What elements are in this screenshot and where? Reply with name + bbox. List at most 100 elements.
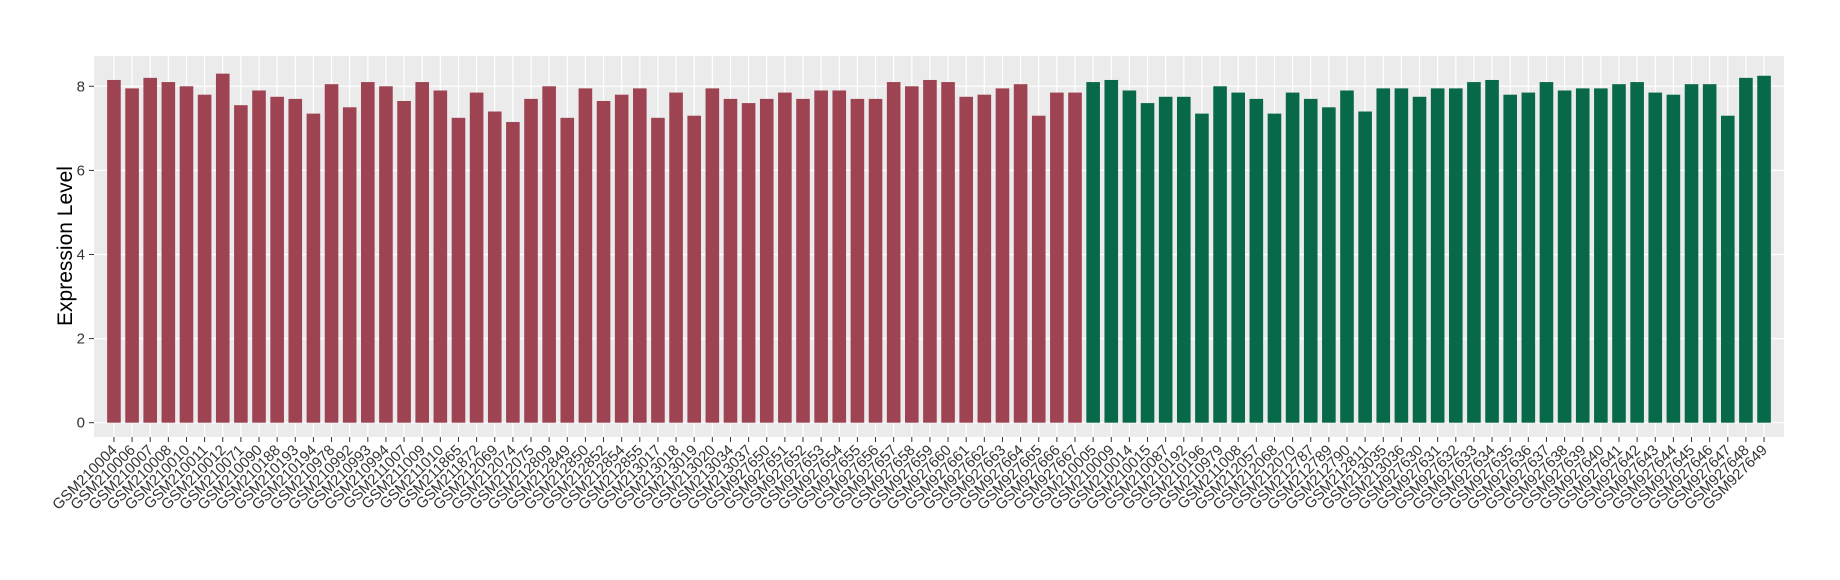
bar bbox=[633, 88, 647, 423]
bar bbox=[1195, 113, 1209, 423]
bar bbox=[1739, 77, 1753, 423]
bar bbox=[125, 88, 139, 423]
bar bbox=[1322, 107, 1336, 423]
bar bbox=[941, 82, 955, 423]
bar bbox=[1376, 88, 1391, 423]
bar bbox=[397, 100, 411, 423]
bar bbox=[1031, 115, 1046, 423]
bar bbox=[179, 86, 194, 423]
bar bbox=[1068, 92, 1082, 423]
bar bbox=[1757, 75, 1771, 423]
bar bbox=[1557, 90, 1572, 423]
bar bbox=[1050, 92, 1064, 423]
bar bbox=[270, 96, 284, 423]
bar bbox=[868, 98, 883, 423]
bar bbox=[107, 79, 121, 423]
bar bbox=[433, 90, 448, 423]
bar bbox=[197, 94, 212, 423]
bar bbox=[741, 103, 756, 423]
bar bbox=[161, 82, 176, 423]
bar bbox=[814, 90, 828, 423]
bar bbox=[850, 98, 865, 423]
bar bbox=[215, 73, 230, 423]
y-axis-title: Expression Level bbox=[54, 166, 77, 326]
bar bbox=[1285, 92, 1300, 423]
bar bbox=[1467, 82, 1481, 423]
bar bbox=[143, 77, 158, 423]
bar bbox=[723, 98, 738, 423]
bar bbox=[778, 92, 792, 423]
bar bbox=[1394, 88, 1409, 423]
bar bbox=[1630, 82, 1644, 423]
bar bbox=[506, 122, 520, 423]
bar bbox=[1213, 86, 1227, 423]
bar bbox=[1267, 113, 1282, 423]
bar bbox=[560, 117, 575, 423]
bar bbox=[1013, 84, 1028, 423]
bar bbox=[1249, 98, 1264, 423]
bar bbox=[995, 88, 1010, 423]
bar bbox=[342, 107, 357, 423]
bar bbox=[1594, 88, 1608, 423]
y-tick-label: 0 bbox=[77, 415, 85, 432]
bar bbox=[1575, 88, 1590, 423]
bar bbox=[542, 86, 556, 423]
bar bbox=[361, 82, 375, 423]
bar bbox=[1702, 84, 1717, 423]
bar bbox=[1521, 92, 1536, 423]
bar bbox=[1122, 90, 1137, 423]
bar bbox=[1684, 84, 1699, 423]
bar bbox=[1086, 82, 1100, 423]
bar bbox=[324, 84, 339, 423]
bar bbox=[596, 100, 611, 423]
bar bbox=[1539, 82, 1554, 423]
bar bbox=[1140, 103, 1155, 423]
bar bbox=[306, 113, 321, 423]
bar bbox=[469, 92, 484, 423]
bar bbox=[1430, 88, 1445, 423]
bar bbox=[1485, 79, 1499, 423]
bar bbox=[705, 88, 720, 423]
bar bbox=[1448, 88, 1463, 423]
bar bbox=[234, 105, 248, 423]
bar bbox=[487, 111, 502, 423]
bar bbox=[1503, 94, 1517, 423]
bar bbox=[796, 98, 810, 423]
bar bbox=[1303, 98, 1318, 423]
bar bbox=[1104, 79, 1119, 423]
y-tick-label: 2 bbox=[77, 331, 85, 348]
bar bbox=[1612, 84, 1626, 423]
bar bbox=[415, 82, 430, 423]
bar bbox=[687, 115, 702, 423]
bar bbox=[451, 117, 466, 423]
bar bbox=[252, 90, 266, 423]
bar bbox=[759, 98, 774, 423]
y-tick-label: 6 bbox=[77, 162, 85, 179]
bar bbox=[905, 86, 919, 423]
y-tick-label: 8 bbox=[77, 78, 85, 95]
bar bbox=[578, 88, 593, 423]
bar bbox=[1666, 94, 1681, 423]
bar bbox=[886, 82, 901, 423]
bar bbox=[651, 117, 665, 423]
bar bbox=[977, 94, 992, 423]
bar bbox=[1720, 115, 1735, 423]
bar bbox=[669, 92, 683, 423]
bar bbox=[832, 90, 847, 423]
bar bbox=[379, 86, 393, 423]
plot-panel bbox=[94, 56, 1784, 437]
bar bbox=[923, 79, 937, 423]
bar bbox=[524, 98, 538, 423]
bar bbox=[1358, 111, 1372, 423]
bar bbox=[1340, 90, 1354, 423]
bar bbox=[959, 96, 973, 423]
bar bbox=[288, 98, 303, 423]
bar bbox=[1648, 92, 1663, 423]
bar bbox=[1176, 96, 1191, 423]
y-tick-label: 4 bbox=[77, 246, 85, 263]
bar bbox=[614, 94, 629, 423]
bar bbox=[1158, 96, 1173, 423]
bar bbox=[1231, 92, 1245, 423]
bar bbox=[1412, 96, 1427, 423]
